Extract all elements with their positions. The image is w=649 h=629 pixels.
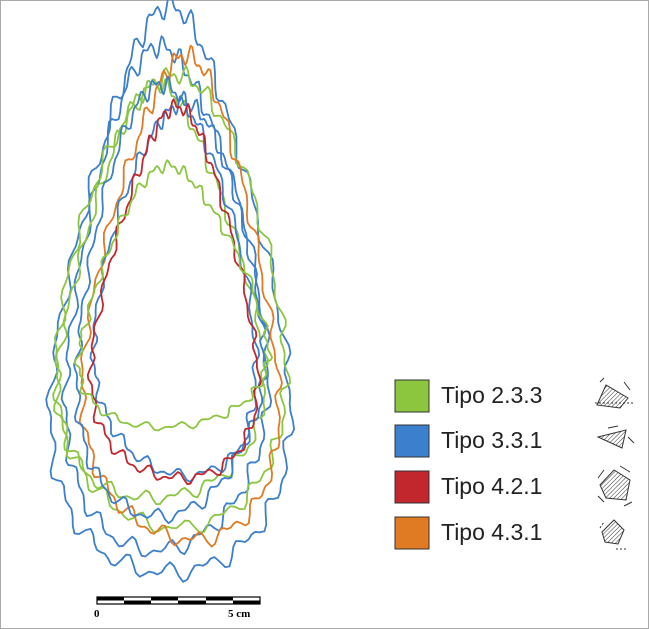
legend-label: Tipo 4.2.1	[441, 473, 542, 499]
legend-swatch	[394, 424, 430, 458]
legend-label: Tipo 4.3.1	[441, 519, 542, 545]
outlines	[45, 0, 295, 583]
artifact-outline	[86, 98, 262, 485]
scale-label: 0	[94, 608, 100, 620]
artifact-outline	[53, 77, 269, 505]
legend-swatch	[394, 470, 430, 504]
artifact-outline	[73, 159, 273, 432]
artifact-outline	[52, 65, 291, 534]
legend-swatch	[394, 379, 430, 413]
legend-icon	[595, 377, 635, 409]
legend: Tipo 2.3.3 Tipo 3.3.1 Tipo 4.2.1 Tipo 4.…	[394, 377, 635, 550]
scale-label: 5 cm	[228, 608, 250, 620]
artifact-outline	[89, 95, 268, 483]
scale-bar: 0 5 cm	[94, 596, 261, 620]
artifact-outline	[78, 44, 283, 548]
legend-label: Tipo 3.3.1	[441, 427, 542, 453]
legend-icon	[597, 465, 633, 507]
artifact-outline	[45, 0, 295, 583]
legend-label: Tipo 2.3.3	[441, 382, 542, 408]
legend-swatch	[394, 516, 430, 550]
legend-icon	[596, 425, 635, 449]
legend-icon	[599, 519, 626, 550]
artifact-outline	[73, 75, 261, 525]
